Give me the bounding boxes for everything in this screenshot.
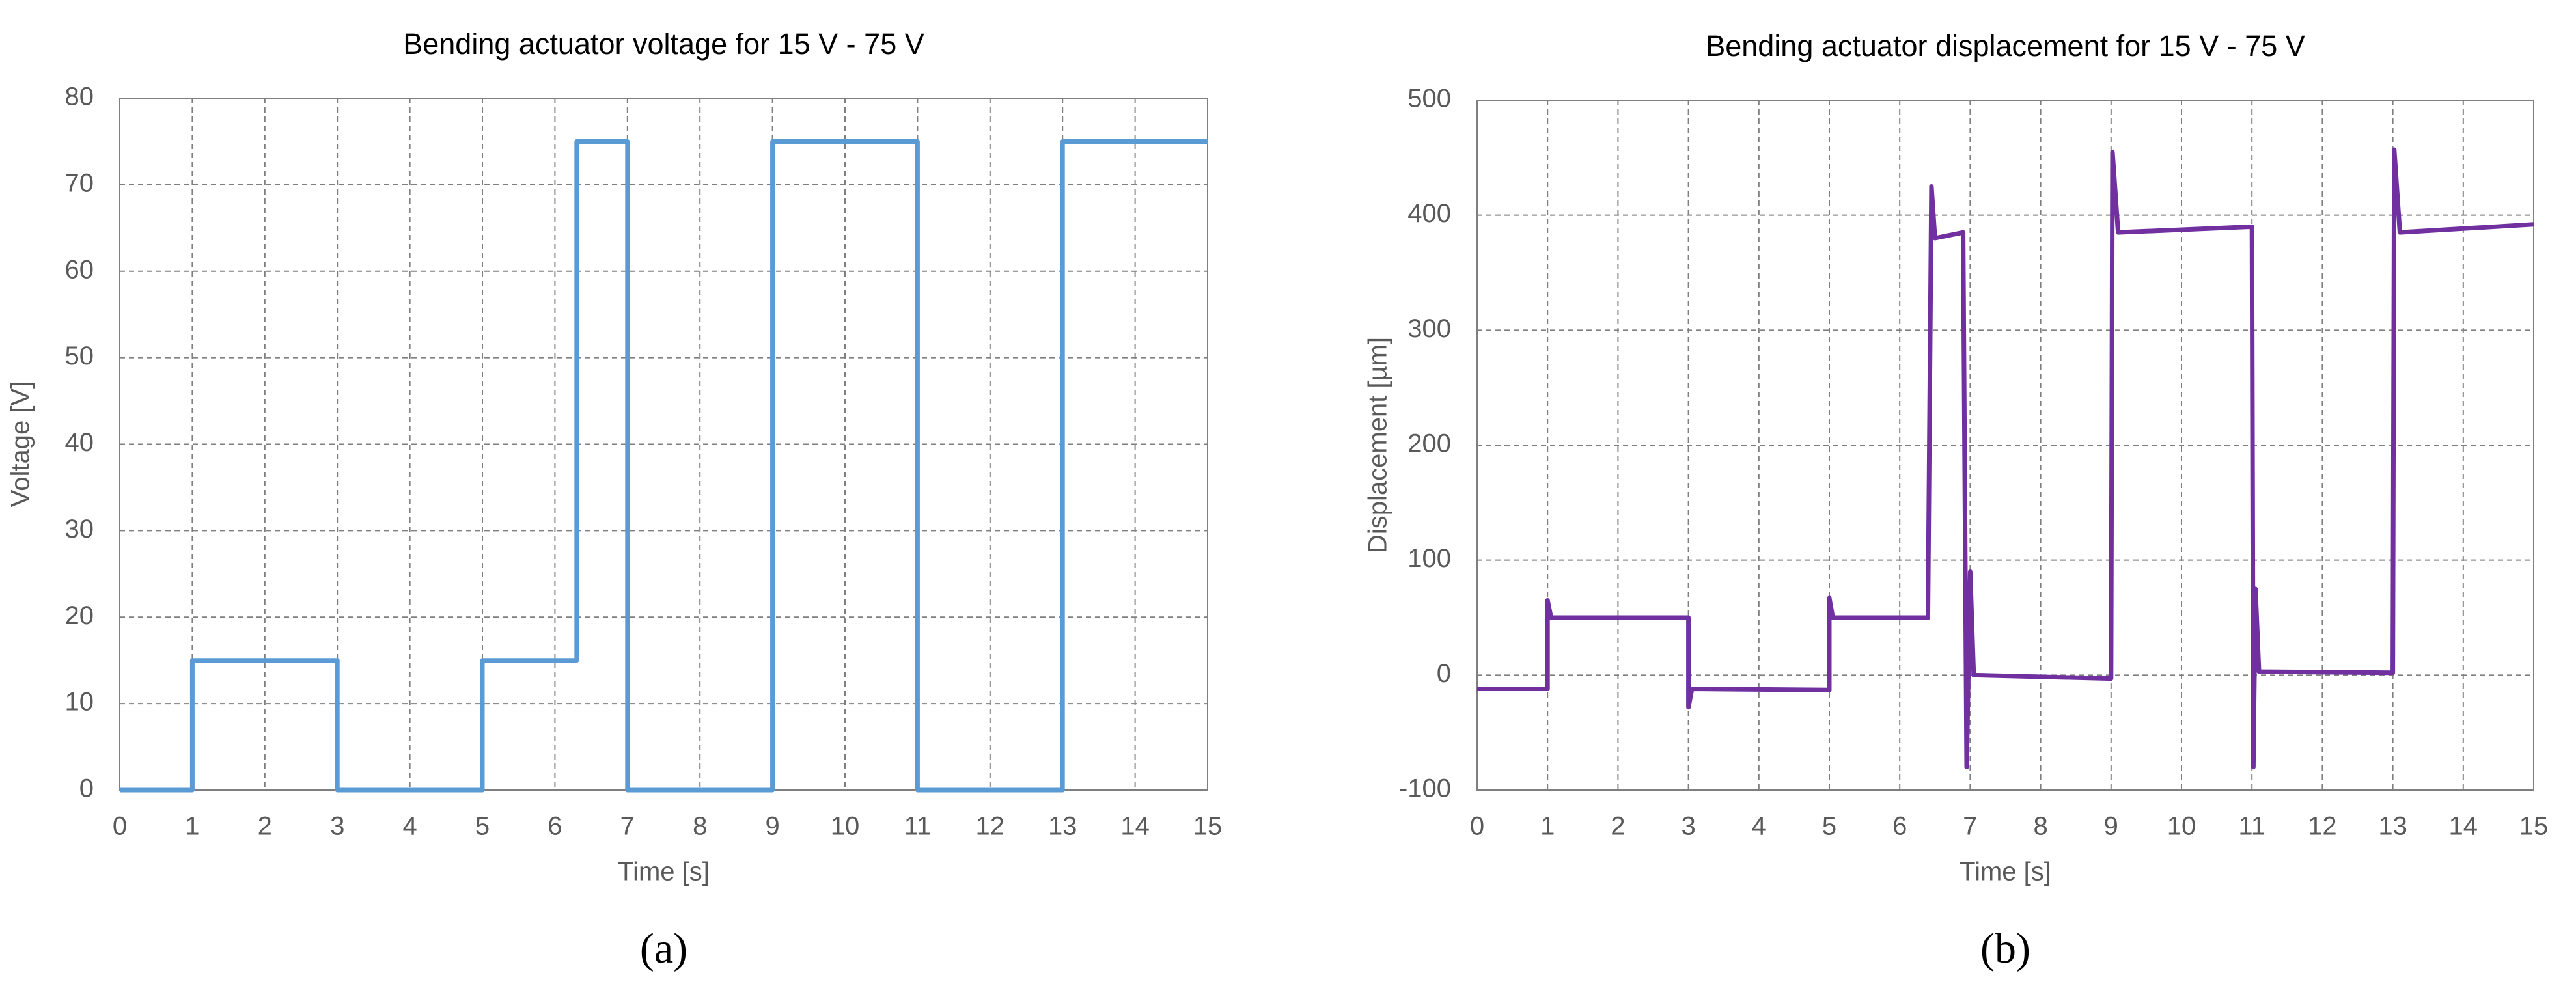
x-tick-label: 10 [831, 812, 860, 841]
data-line [1477, 147, 2534, 770]
x-tick-label: 0 [113, 812, 127, 841]
x-tick-label: 2 [258, 812, 272, 841]
x-tick-label: 1 [185, 812, 199, 841]
x-tick-label: 12 [2308, 812, 2337, 841]
x-tick-label: 0 [1470, 812, 1484, 841]
x-tick-label: 5 [1822, 812, 1836, 841]
y-tick-label: 0 [79, 774, 94, 803]
x-tick-label: 6 [1892, 812, 1907, 841]
x-tick-label: 4 [402, 812, 417, 841]
chart-title: Bending actuator voltage for 15 V - 75 V [403, 27, 924, 61]
panel-label: (a) [640, 925, 687, 972]
x-tick-label: 11 [904, 812, 932, 841]
x-tick-label: 3 [330, 812, 344, 841]
y-tick-label: 0 [1437, 659, 1451, 688]
x-tick-label: 4 [1752, 812, 1766, 841]
x-tick-label: 3 [1681, 812, 1695, 841]
x-tick-label: 5 [475, 812, 490, 841]
y-tick-label: 500 [1407, 85, 1451, 113]
y-tick-label: 20 [65, 601, 94, 630]
x-axis-title: Time [s] [1960, 858, 2051, 886]
x-tick-label: 9 [765, 812, 779, 841]
x-tick-label: 11 [2238, 812, 2265, 841]
x-tick-label: 1 [1540, 812, 1555, 841]
x-tick-label: 7 [620, 812, 635, 841]
y-tick-label: -100 [1399, 774, 1451, 803]
y-tick-label: 70 [65, 169, 94, 197]
panel-label: (b) [1980, 925, 2030, 972]
x-tick-label: 13 [2378, 812, 2407, 841]
y-tick-label: 40 [65, 428, 94, 457]
x-tick-label: 9 [2104, 812, 2118, 841]
y-tick-label: 300 [1407, 314, 1451, 343]
y-tick-label: 80 [65, 83, 94, 111]
y-tick-label: 50 [65, 342, 94, 370]
y-axis-title: Displacement [µm] [1364, 337, 1392, 553]
x-tick-label: 6 [547, 812, 562, 841]
y-tick-label: 60 [65, 255, 94, 284]
x-tick-label: 13 [1048, 812, 1077, 841]
y-tick-label: 100 [1407, 544, 1451, 573]
x-tick-label: 15 [1193, 812, 1223, 841]
x-tick-label: 7 [1963, 812, 1977, 841]
y-tick-label: 200 [1407, 430, 1451, 458]
x-tick-label: 8 [2033, 812, 2047, 841]
y-tick-label: 10 [65, 688, 94, 717]
x-tick-label: 12 [976, 812, 1005, 841]
chart-title: Bending actuator displacement for 15 V -… [1706, 29, 2305, 62]
data-line [120, 139, 1208, 793]
x-tick-label: 2 [1611, 812, 1625, 841]
x-tick-label: 10 [2167, 812, 2196, 841]
x-tick-label: 14 [1120, 812, 1150, 841]
x-tick-label: 15 [2519, 812, 2549, 841]
x-axis-title: Time [s] [618, 858, 710, 886]
y-tick-label: 400 [1407, 199, 1451, 228]
y-axis-title: Voltage [V] [7, 381, 35, 507]
x-tick-label: 8 [693, 812, 707, 841]
plot-frame [1476, 100, 2534, 791]
x-tick-label: 14 [2449, 812, 2478, 841]
y-tick-label: 30 [65, 515, 94, 543]
